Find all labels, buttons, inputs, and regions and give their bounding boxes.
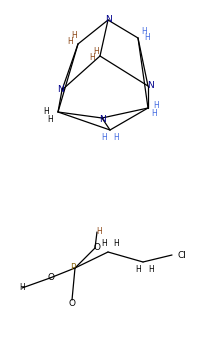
Text: H: H xyxy=(148,266,154,275)
Text: H: H xyxy=(19,283,25,293)
Text: Cl: Cl xyxy=(178,251,187,260)
Text: N: N xyxy=(57,86,63,94)
Text: H: H xyxy=(67,38,73,46)
Text: P: P xyxy=(70,264,76,272)
Text: H: H xyxy=(96,227,102,237)
Text: H: H xyxy=(135,266,141,275)
Text: H: H xyxy=(47,115,53,123)
Text: H: H xyxy=(151,108,157,118)
Text: N: N xyxy=(99,115,105,123)
Text: N: N xyxy=(147,81,153,90)
Text: H: H xyxy=(113,239,119,249)
Text: O: O xyxy=(69,298,75,308)
Text: H: H xyxy=(153,102,159,110)
Text: H: H xyxy=(93,46,99,56)
Text: H: H xyxy=(101,133,107,143)
Text: N: N xyxy=(106,15,112,24)
Text: H: H xyxy=(101,239,107,249)
Text: H: H xyxy=(71,31,77,41)
Text: H: H xyxy=(113,133,119,143)
Text: O: O xyxy=(93,243,101,252)
Text: H: H xyxy=(43,107,49,117)
Text: H: H xyxy=(144,32,150,42)
Text: O: O xyxy=(48,273,54,282)
Text: H: H xyxy=(141,27,147,35)
Text: H: H xyxy=(89,54,95,62)
